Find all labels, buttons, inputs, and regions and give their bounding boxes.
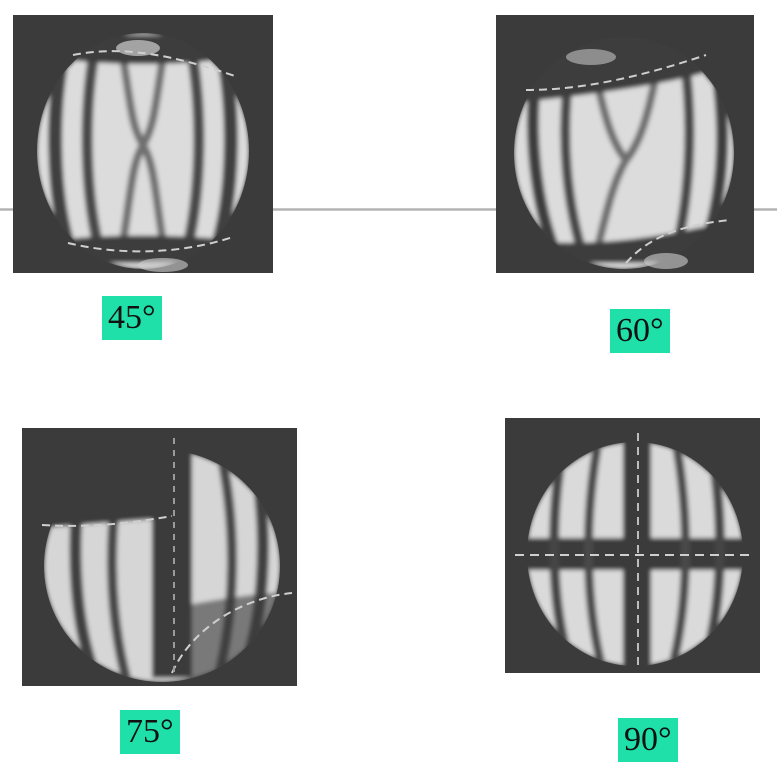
fringe-photo-90 bbox=[505, 418, 760, 673]
angle-label-75: 75° bbox=[120, 710, 180, 754]
fringe-pattern-60 bbox=[496, 15, 754, 273]
fringe-pattern-45 bbox=[13, 15, 273, 273]
fringe-photo-45 bbox=[13, 15, 273, 273]
angle-label-90: 90° bbox=[618, 718, 678, 762]
fringe-pattern-75 bbox=[22, 428, 297, 686]
divider-line bbox=[0, 208, 777, 211]
fringe-photo-60 bbox=[496, 15, 754, 273]
fringe-pattern-90 bbox=[505, 418, 760, 673]
fringe-photo-75 bbox=[22, 428, 297, 686]
angle-label-60: 60° bbox=[610, 309, 670, 353]
angle-label-45: 45° bbox=[102, 296, 162, 340]
